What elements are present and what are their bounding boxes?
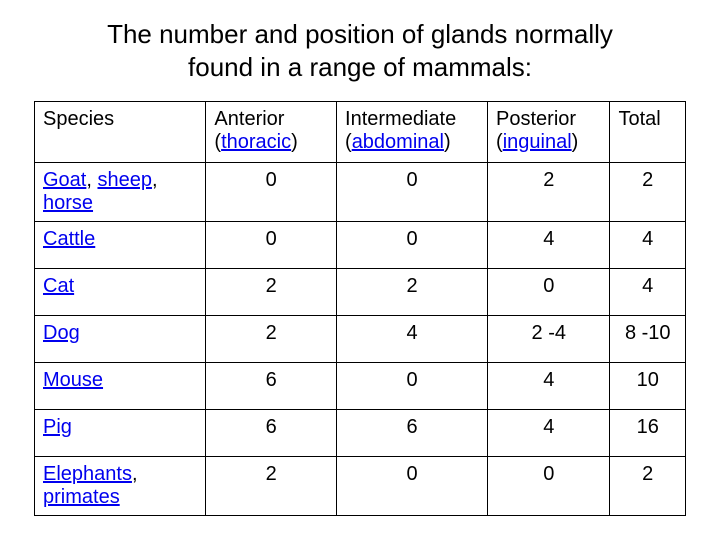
total-cell: 16 xyxy=(610,410,686,457)
anterior-cell: 6 xyxy=(206,410,337,457)
table-header-row: Species Anterior (thoracic) Intermediate… xyxy=(35,102,686,163)
total-cell: 4 xyxy=(610,269,686,316)
posterior-cell: 2 -4 xyxy=(488,316,610,363)
anterior-cell: 2 xyxy=(206,269,337,316)
posterior-cell: 0 xyxy=(488,457,610,516)
species-link[interactable]: Goat xyxy=(43,169,86,191)
intermediate-cell: 0 xyxy=(337,363,488,410)
intermediate-cell: 0 xyxy=(337,457,488,516)
inguinal-link[interactable]: inguinal xyxy=(503,131,572,153)
glands-table: Species Anterior (thoracic) Intermediate… xyxy=(34,101,686,516)
intermediate-cell: 6 xyxy=(337,410,488,457)
anterior-cell: 0 xyxy=(206,222,337,269)
posterior-cell: 4 xyxy=(488,410,610,457)
anterior-cell: 2 xyxy=(206,316,337,363)
species-link[interactable]: Elephants xyxy=(43,463,132,485)
species-cell: Elephants, primates xyxy=(35,457,206,516)
species-link[interactable]: Mouse xyxy=(43,369,103,391)
species-link[interactable]: sheep xyxy=(97,169,152,191)
intermediate-cell: 4 xyxy=(337,316,488,363)
species-link[interactable]: primates xyxy=(43,486,120,508)
page-title: The number and position of glands normal… xyxy=(44,18,676,83)
table-row: Dog 2 4 2 -4 8 -10 xyxy=(35,316,686,363)
anterior-cell: 2 xyxy=(206,457,337,516)
title-line-2: found in a range of mammals: xyxy=(188,52,532,82)
species-cell: Cattle xyxy=(35,222,206,269)
total-cell: 8 -10 xyxy=(610,316,686,363)
posterior-cell: 0 xyxy=(488,269,610,316)
title-line-1: The number and position of glands normal… xyxy=(107,19,613,49)
col-species: Species xyxy=(35,102,206,163)
total-cell: 2 xyxy=(610,457,686,516)
intermediate-cell: 2 xyxy=(337,269,488,316)
posterior-cell: 2 xyxy=(488,163,610,222)
anterior-cell: 6 xyxy=(206,363,337,410)
species-cell: Pig xyxy=(35,410,206,457)
thoracic-link[interactable]: thoracic xyxy=(221,131,291,153)
species-link[interactable]: Cattle xyxy=(43,228,95,250)
col-posterior: Posterior (inguinal) xyxy=(488,102,610,163)
col-intermediate: Intermediate (abdominal) xyxy=(337,102,488,163)
species-link[interactable]: Dog xyxy=(43,322,80,344)
table-row: Cat 2 2 0 4 xyxy=(35,269,686,316)
anterior-cell: 0 xyxy=(206,163,337,222)
table-row: Cattle 0 0 4 4 xyxy=(35,222,686,269)
species-link[interactable]: Pig xyxy=(43,416,72,438)
species-link[interactable]: Cat xyxy=(43,275,74,297)
species-cell: Goat, sheep, horse xyxy=(35,163,206,222)
table-row: Goat, sheep, horse 0 0 2 2 xyxy=(35,163,686,222)
species-cell: Cat xyxy=(35,269,206,316)
total-cell: 2 xyxy=(610,163,686,222)
table-row: Elephants, primates 2 0 0 2 xyxy=(35,457,686,516)
species-link[interactable]: horse xyxy=(43,192,93,214)
abdominal-link[interactable]: abdominal xyxy=(352,131,444,153)
total-cell: 4 xyxy=(610,222,686,269)
posterior-cell: 4 xyxy=(488,222,610,269)
total-cell: 10 xyxy=(610,363,686,410)
species-cell: Dog xyxy=(35,316,206,363)
col-anterior: Anterior (thoracic) xyxy=(206,102,337,163)
table-row: Pig 6 6 4 16 xyxy=(35,410,686,457)
table-row: Mouse 6 0 4 10 xyxy=(35,363,686,410)
intermediate-cell: 0 xyxy=(337,163,488,222)
posterior-cell: 4 xyxy=(488,363,610,410)
intermediate-cell: 0 xyxy=(337,222,488,269)
col-total: Total xyxy=(610,102,686,163)
species-cell: Mouse xyxy=(35,363,206,410)
